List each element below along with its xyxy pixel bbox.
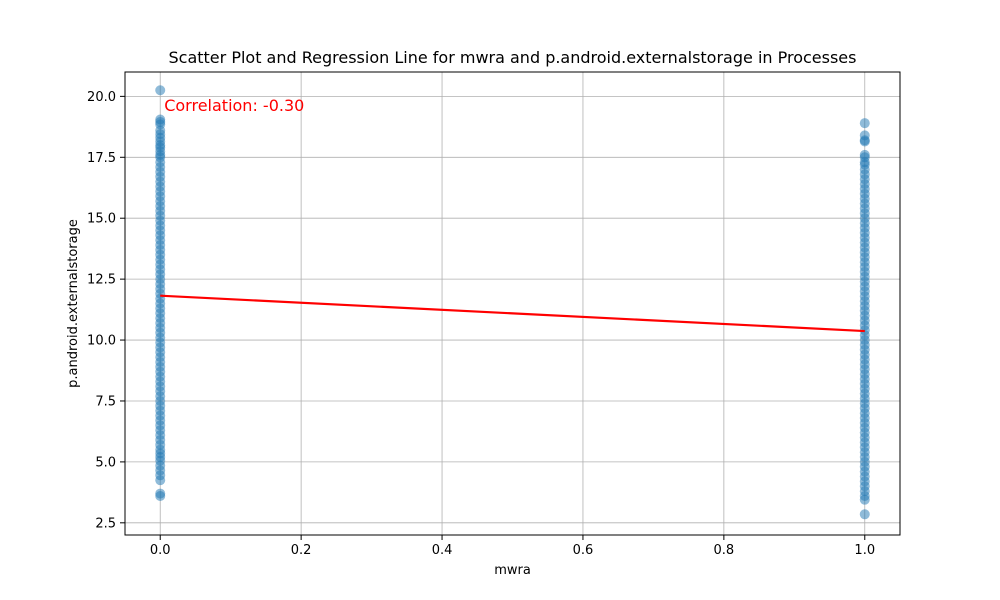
y-tick-label: 2.5 [95, 516, 116, 531]
scatter-point [859, 118, 870, 129]
axis-ticks: 0.0 0.2 0.4 0.6 0.8 1.0 2.5 5.0 7.5 10.0 12.5 15.0 1… [87, 90, 875, 558]
scatter-point [859, 509, 870, 520]
x-tick-label: 0.4 [432, 543, 453, 558]
scatter-point [155, 475, 166, 486]
plot-frame [124, 71, 901, 536]
x-tick-label: 1.0 [854, 543, 875, 558]
scatter-points [155, 85, 870, 520]
correlation-annotation: Correlation: -0.30 [164, 96, 304, 115]
scatter-point [859, 494, 870, 505]
y-tick-label: 20.0 [87, 90, 116, 105]
x-axis-label: mwra [494, 563, 531, 578]
x-tick-label: 0.0 [150, 543, 171, 558]
regression-line [160, 294, 865, 333]
y-tick-label: 17.5 [87, 151, 116, 166]
y-tick-label: 10.0 [87, 334, 116, 349]
regression-line-group [160, 294, 865, 333]
scatter-point [155, 85, 166, 96]
x-tick-label: 0.6 [573, 543, 594, 558]
y-tick-label: 7.5 [95, 394, 116, 409]
y-tick-label: 5.0 [95, 455, 116, 470]
y-tick-label: 15.0 [87, 212, 116, 227]
x-tick-label: 0.8 [714, 543, 735, 558]
scatter-point [155, 491, 166, 502]
scatter-point [859, 136, 870, 147]
x-tick-label: 0.2 [291, 543, 312, 558]
y-tick-label: 12.5 [87, 273, 116, 288]
chart-title: Scatter Plot and Regression Line for mwr… [169, 48, 857, 67]
y-axis-label: p.android.externalstorage [66, 219, 81, 388]
